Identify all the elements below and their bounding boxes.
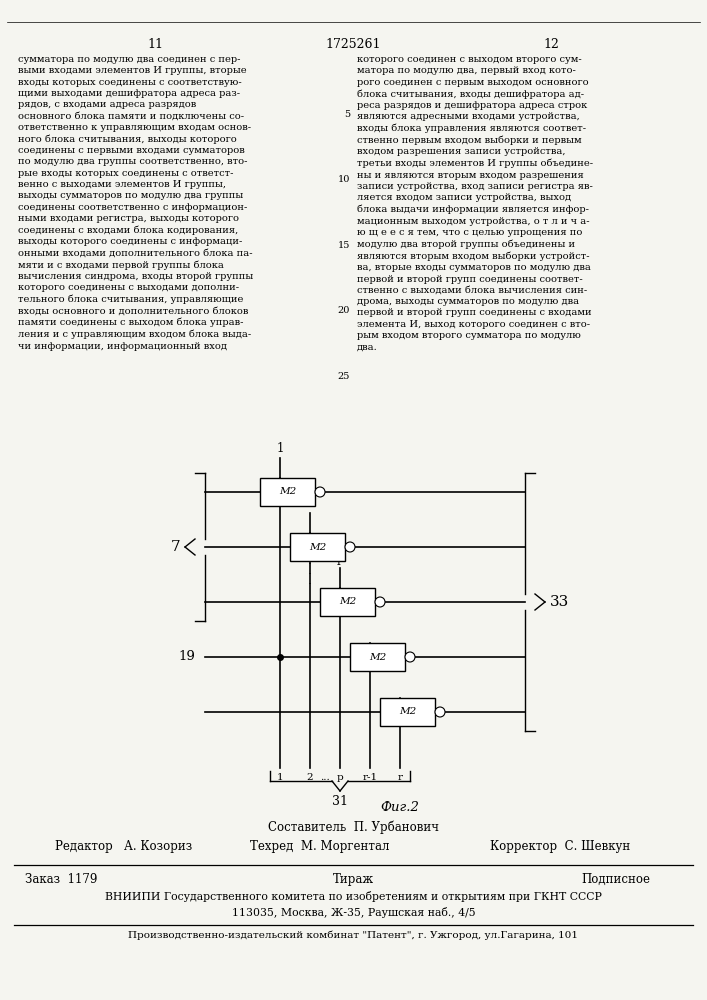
Text: 33: 33 <box>550 595 569 609</box>
Text: 2: 2 <box>307 773 313 782</box>
Circle shape <box>315 487 325 497</box>
Text: р: р <box>337 552 344 565</box>
Text: 1: 1 <box>276 773 284 782</box>
Text: 1725261: 1725261 <box>326 38 381 51</box>
Text: 31: 31 <box>332 795 348 808</box>
Text: р: р <box>337 773 344 782</box>
Text: ВНИИПИ Государственного комитета по изобретениям и открытиям при ГКНТ СССР: ВНИИПИ Государственного комитета по изоб… <box>105 891 602 902</box>
Text: Фиг.2: Фиг.2 <box>380 801 419 814</box>
Text: М2: М2 <box>279 488 296 496</box>
Text: Техред  М. Моргентал: Техред М. Моргентал <box>250 840 390 853</box>
Text: 11: 11 <box>148 38 163 51</box>
Text: Производственно-издательский комбинат "Патент", г. Ужгород, ул.Гагарина, 101: Производственно-издательский комбинат "П… <box>129 931 578 940</box>
Text: М2: М2 <box>399 708 416 716</box>
Text: Редактор   А. Козориз: Редактор А. Козориз <box>55 840 192 853</box>
Bar <box>260 478 315 506</box>
Text: сумматора по модулю два соединен с пер-
выми входами элементов И группы, вторые
: сумматора по модулю два соединен с пер- … <box>18 55 253 351</box>
Circle shape <box>405 652 415 662</box>
Text: Корректор  С. Шевкун: Корректор С. Шевкун <box>490 840 630 853</box>
Text: 2: 2 <box>306 497 314 510</box>
Text: ...: ... <box>320 773 330 782</box>
Text: М2: М2 <box>339 597 356 606</box>
Text: 19: 19 <box>178 650 195 664</box>
Text: ·
·
·: · · · <box>308 558 312 591</box>
Circle shape <box>345 542 355 552</box>
Text: 5: 5 <box>344 110 350 119</box>
Circle shape <box>375 597 385 607</box>
Text: 12: 12 <box>544 38 559 51</box>
Text: r: r <box>397 773 402 782</box>
Bar <box>320 588 375 616</box>
Text: 20: 20 <box>337 306 350 315</box>
Text: Составитель  П. Урбанович: Составитель П. Урбанович <box>268 820 439 834</box>
Text: Заказ  1179: Заказ 1179 <box>25 873 98 886</box>
Bar <box>290 533 345 561</box>
Text: 7: 7 <box>170 540 180 554</box>
Text: 15: 15 <box>337 241 350 250</box>
Text: 113035, Москва, Ж-35, Раушская наб., 4/5: 113035, Москва, Ж-35, Раушская наб., 4/5 <box>232 907 475 918</box>
Text: Подписное: Подписное <box>581 873 650 886</box>
Text: М2: М2 <box>369 652 386 662</box>
Text: 10: 10 <box>337 175 350 184</box>
Bar <box>380 698 435 726</box>
Text: которого соединен с выходом второго сум-
матора по модулю два, первый вход кото-: которого соединен с выходом второго сум-… <box>357 55 593 351</box>
Text: Тираж: Тираж <box>333 873 374 886</box>
Text: 1: 1 <box>276 442 284 455</box>
Text: r-1: r-1 <box>363 773 378 782</box>
Text: М2: М2 <box>309 542 326 552</box>
Circle shape <box>435 707 445 717</box>
Text: 25: 25 <box>337 372 350 381</box>
Bar <box>350 643 405 671</box>
